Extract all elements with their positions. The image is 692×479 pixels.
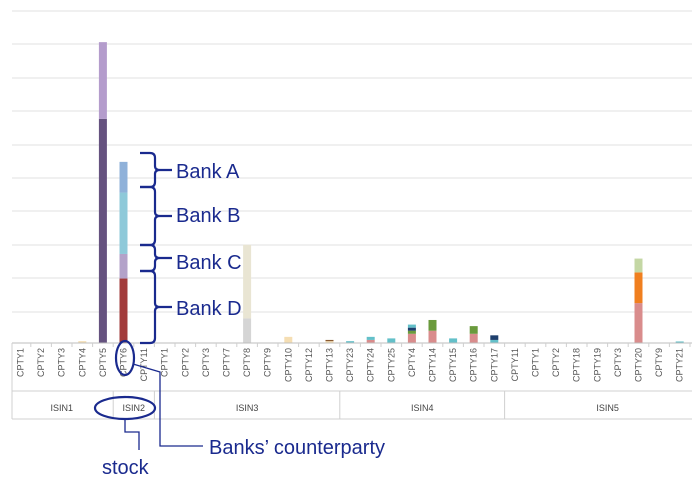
- bar-segment: [407, 324, 416, 328]
- x-tick-label: CPTY15: [448, 348, 458, 382]
- bar-segment: [428, 330, 437, 343]
- x-tick-label: CPTY2: [180, 348, 190, 377]
- group-label: ISIN3: [236, 403, 259, 413]
- bar-segment: [428, 319, 437, 331]
- bar-segment: [387, 338, 396, 343]
- bar-segment: [325, 341, 334, 343]
- x-tick-label: CPTY1: [16, 348, 26, 377]
- x-tick-label: CPTY5: [98, 348, 108, 377]
- x-tick-label: CPTY2: [36, 348, 46, 377]
- x-tick-label: CPTY7: [222, 348, 232, 377]
- bar-segment: [675, 341, 684, 343]
- x-tick-label: CPTY13: [325, 348, 335, 382]
- bar-segment: [634, 258, 643, 273]
- x-tick-label: CPTY21: [675, 348, 685, 382]
- bar-segment: [98, 118, 107, 343]
- x-tick-label: CPTY4: [77, 348, 87, 377]
- x-tick-label: CPTY20: [634, 348, 644, 382]
- bar-segment: [469, 326, 478, 334]
- bank-annotations: Bank A Bank B Bank C Bank D Banks’ count…: [93, 151, 385, 479]
- group-label: ISIN2: [123, 403, 146, 413]
- bar-segment: [469, 333, 478, 343]
- x-tick-label: CPTY9: [654, 348, 664, 377]
- bar-segment: [284, 336, 293, 343]
- label-stock: stock: [102, 457, 150, 479]
- bar-segment: [366, 339, 375, 343]
- bar-segment: [634, 272, 643, 304]
- bracket-bank-c: [140, 243, 172, 273]
- bar-segment: [346, 341, 355, 343]
- bar-segment: [119, 161, 128, 193]
- bar-segment: [119, 278, 128, 343]
- bar-segment: [98, 42, 107, 119]
- x-tick-label: CPTY3: [57, 348, 67, 377]
- bracket-bank-b: [140, 185, 172, 247]
- x-tick-label: CPTY11: [510, 348, 520, 381]
- x-tick-label: CPTY25: [386, 348, 396, 382]
- x-tick-label: CPTY17: [489, 348, 499, 382]
- x-tick-label: CPTY1: [160, 348, 170, 377]
- x-tick-label: CPTY11: [139, 348, 149, 381]
- x-tick-label: CPTY10: [283, 348, 293, 382]
- x-tick-label: CPTY24: [366, 348, 376, 382]
- x-axis: CPTY1 CPTY2 CPTY3 CPTY4 CPTY5 ISIN1 CPTY6 CPTY1…: [11, 342, 692, 420]
- bar-segment: [243, 318, 252, 343]
- x-tick-label: CPTY3: [201, 348, 211, 377]
- label-bank-b: Bank B: [176, 205, 240, 227]
- bar-segment: [366, 336, 375, 340]
- connector-stock: [124, 419, 140, 450]
- bar-segment: [449, 338, 458, 343]
- bar-segment: [407, 330, 416, 334]
- label-bank-c: Bank C: [176, 252, 242, 274]
- x-tick-label: CPTY3: [613, 348, 623, 377]
- bar-segment: [325, 339, 334, 342]
- bar-segment: [243, 244, 252, 319]
- bar-segment: [119, 192, 128, 254]
- label-bank-a: Bank A: [176, 161, 240, 183]
- connector-counterparty: [132, 363, 203, 447]
- bar-segment: [78, 341, 87, 343]
- x-tick-label: CPTY19: [592, 348, 602, 382]
- bars: [78, 42, 684, 343]
- bar-segment: [407, 333, 416, 343]
- bracket-bank-d: [140, 269, 172, 345]
- bracket-bank-a: [140, 151, 172, 189]
- ellipse-counterparty: [114, 339, 136, 377]
- x-tick-label: CPTY1: [531, 348, 541, 377]
- group-label: ISIN4: [411, 403, 434, 413]
- x-tick-label: CPTY9: [263, 348, 273, 377]
- bar-segment: [490, 339, 499, 343]
- group-label: ISIN5: [596, 403, 619, 413]
- x-tick-label: CPTY4: [407, 348, 417, 377]
- gridlines: [12, 10, 692, 344]
- x-tick-label: CPTY2: [551, 348, 561, 377]
- x-tick-label: CPTY8: [242, 348, 252, 377]
- x-tick-label: CPTY18: [572, 348, 582, 382]
- bar-segment: [634, 303, 643, 343]
- label-bank-d: Bank D: [176, 298, 242, 320]
- bar-segment: [119, 253, 128, 279]
- x-tick-label: CPTY14: [428, 348, 438, 382]
- x-tick-label: CPTY23: [345, 348, 355, 382]
- x-tick-label: CPTY12: [304, 348, 314, 382]
- x-tick-label: CPTY6: [119, 348, 129, 377]
- label-banks-counterparty: Banks’ counterparty: [209, 437, 385, 459]
- bar-segment: [490, 335, 499, 340]
- x-tick-label: CPTY16: [469, 348, 479, 382]
- bar-segment: [407, 327, 416, 331]
- group-label: ISIN1: [50, 403, 73, 413]
